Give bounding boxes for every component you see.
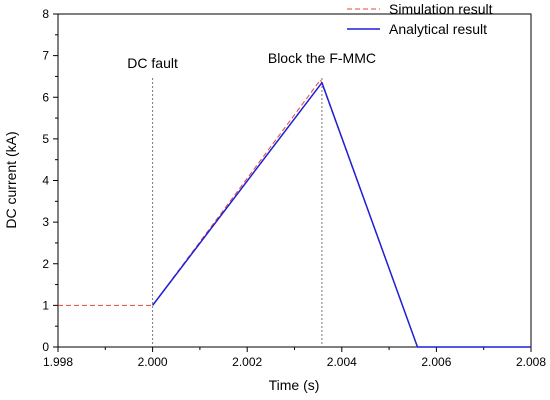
- y-tick-label: 5: [42, 132, 49, 146]
- x-tick-label: 2.008: [516, 355, 546, 369]
- x-tick-label: 2.006: [421, 355, 451, 369]
- y-tick-label: 2: [42, 257, 49, 271]
- y-axis-title: DC current (kA): [3, 131, 19, 228]
- y-tick-label: 3: [42, 215, 49, 229]
- annotation-block-f-mmc: Block the F-MMC: [268, 50, 376, 66]
- y-tick-label: 0: [42, 340, 49, 354]
- y-tick-label: 7: [42, 49, 49, 63]
- legend-label-analytical: Analytical result: [389, 21, 487, 37]
- y-tick-label: 8: [42, 7, 49, 21]
- ticks-layer: 1.998 2.000 2.002 2.004 2.006 2.008 0 1 2 3 4 5 6 7 8: [42, 7, 546, 369]
- x-tick-label: 2.002: [232, 355, 262, 369]
- x-axis-title: Time (s): [269, 377, 320, 393]
- legend-label-simulation: Simulation result: [389, 1, 493, 17]
- x-tick-label: 2.000: [138, 355, 168, 369]
- series-line-analytical: [152, 81, 531, 348]
- x-tick-label: 1.998: [43, 355, 73, 369]
- y-tick-label: 6: [42, 90, 49, 104]
- x-tick-label: 2.004: [327, 355, 357, 369]
- y-tick-label: 4: [42, 174, 49, 188]
- annotation-dc-fault: DC fault: [127, 55, 178, 71]
- series-layer: [58, 79, 531, 348]
- legend: Simulation result Analytical result: [347, 1, 493, 37]
- event-markers: [152, 78, 323, 347]
- y-tick-label: 1: [42, 298, 49, 312]
